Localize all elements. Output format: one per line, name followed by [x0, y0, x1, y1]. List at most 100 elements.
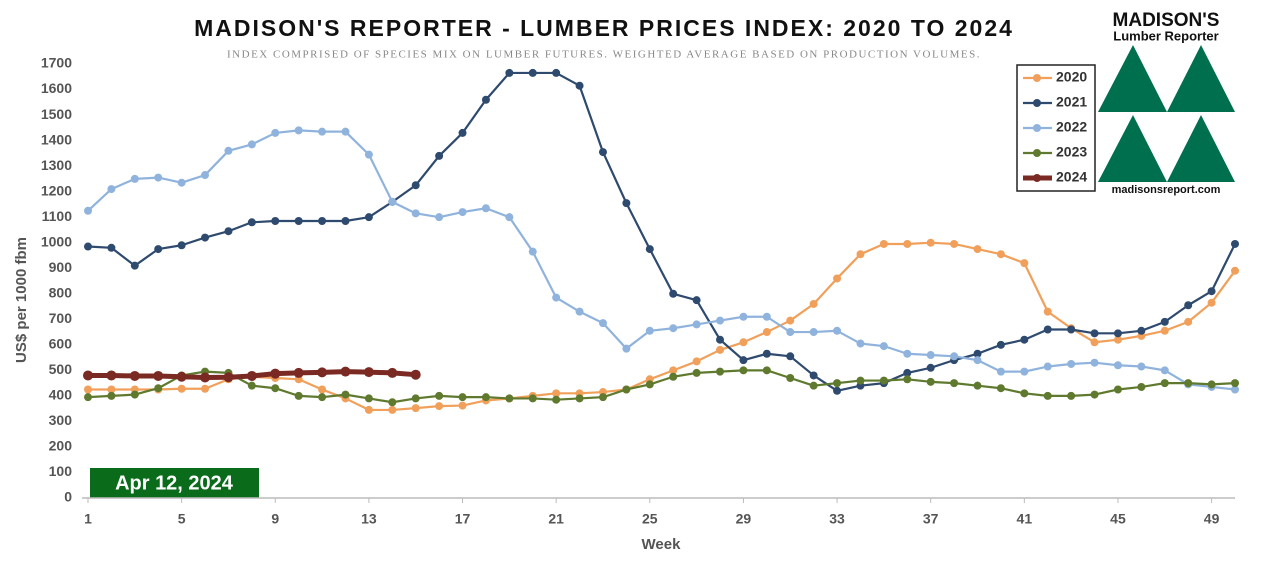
point [575, 81, 584, 90]
legend-marker [1033, 99, 1041, 107]
x-tick-label: 13 [361, 511, 377, 527]
x-tick-label: 41 [1017, 511, 1033, 527]
point [926, 351, 935, 360]
point [669, 372, 678, 381]
point [201, 171, 210, 180]
point [1067, 359, 1076, 368]
point [973, 356, 982, 365]
point [926, 238, 935, 247]
point [903, 239, 912, 248]
point [364, 394, 373, 403]
point [1231, 266, 1239, 275]
point [247, 140, 256, 149]
logo-shape [1167, 115, 1235, 182]
point [107, 185, 116, 194]
y-tick-label: 500 [49, 361, 73, 377]
point [294, 126, 303, 135]
y-tick-label: 1100 [42, 208, 73, 224]
y-axis-label: US$ per 1000 fbm [13, 237, 30, 363]
date-badge-text: Apr 12, 2024 [115, 472, 234, 494]
point [809, 381, 818, 390]
point [996, 250, 1005, 259]
point [692, 357, 701, 366]
point [200, 372, 211, 383]
point [552, 395, 561, 404]
point [411, 394, 420, 403]
point [833, 386, 842, 395]
legend-label: 2021 [1056, 94, 1087, 110]
point [528, 394, 537, 403]
legend-marker [1033, 174, 1041, 182]
point [669, 366, 678, 375]
point [270, 368, 281, 379]
point [1113, 335, 1122, 344]
point [762, 312, 771, 321]
point [129, 370, 140, 381]
point [107, 243, 116, 252]
point [293, 367, 304, 378]
point [435, 213, 444, 222]
point [84, 393, 92, 402]
point [716, 345, 725, 354]
point [1137, 382, 1146, 391]
point [318, 217, 327, 226]
point [1113, 329, 1122, 338]
series-line [88, 241, 1236, 412]
point [1160, 317, 1169, 326]
date-badge [90, 468, 259, 498]
point [1043, 362, 1052, 371]
point [317, 367, 328, 378]
point [645, 380, 654, 389]
y-tick-label: 200 [49, 438, 73, 454]
point [130, 174, 139, 183]
point [318, 385, 327, 394]
x-tick-label: 25 [642, 511, 658, 527]
point [247, 218, 256, 227]
point [481, 204, 490, 213]
point [1113, 361, 1122, 370]
point [458, 401, 467, 410]
logo-url: madisonsreport.com [1112, 184, 1221, 196]
y-tick-label: 1700 [41, 55, 72, 71]
point [1090, 358, 1099, 367]
x-tick-label: 9 [271, 511, 279, 527]
point [926, 363, 935, 372]
y-tick-label: 100 [49, 463, 73, 479]
y-tick-label: 600 [49, 336, 73, 352]
point [1184, 379, 1193, 388]
point [1020, 389, 1029, 398]
y-tick-label: 1000 [41, 233, 72, 249]
point [879, 342, 888, 351]
point [83, 370, 93, 381]
point [762, 328, 771, 337]
x-tick-label: 29 [736, 511, 752, 527]
point [1184, 317, 1193, 326]
point [130, 390, 139, 399]
point [364, 150, 373, 159]
point [598, 393, 607, 402]
point [154, 173, 163, 182]
point [458, 208, 467, 217]
point [786, 374, 795, 383]
point [1043, 307, 1052, 316]
point [692, 368, 701, 377]
point [996, 384, 1005, 393]
point [645, 326, 654, 335]
point [318, 393, 327, 402]
point [154, 384, 163, 393]
point [786, 316, 795, 325]
point [223, 372, 234, 383]
point [106, 370, 117, 381]
point [622, 199, 631, 208]
point [950, 379, 959, 388]
point [505, 213, 514, 222]
point [856, 376, 865, 385]
point [481, 393, 490, 402]
point [364, 405, 373, 414]
point [201, 233, 210, 242]
point [411, 209, 420, 218]
point [247, 381, 256, 390]
point [903, 368, 912, 377]
point [177, 241, 186, 250]
